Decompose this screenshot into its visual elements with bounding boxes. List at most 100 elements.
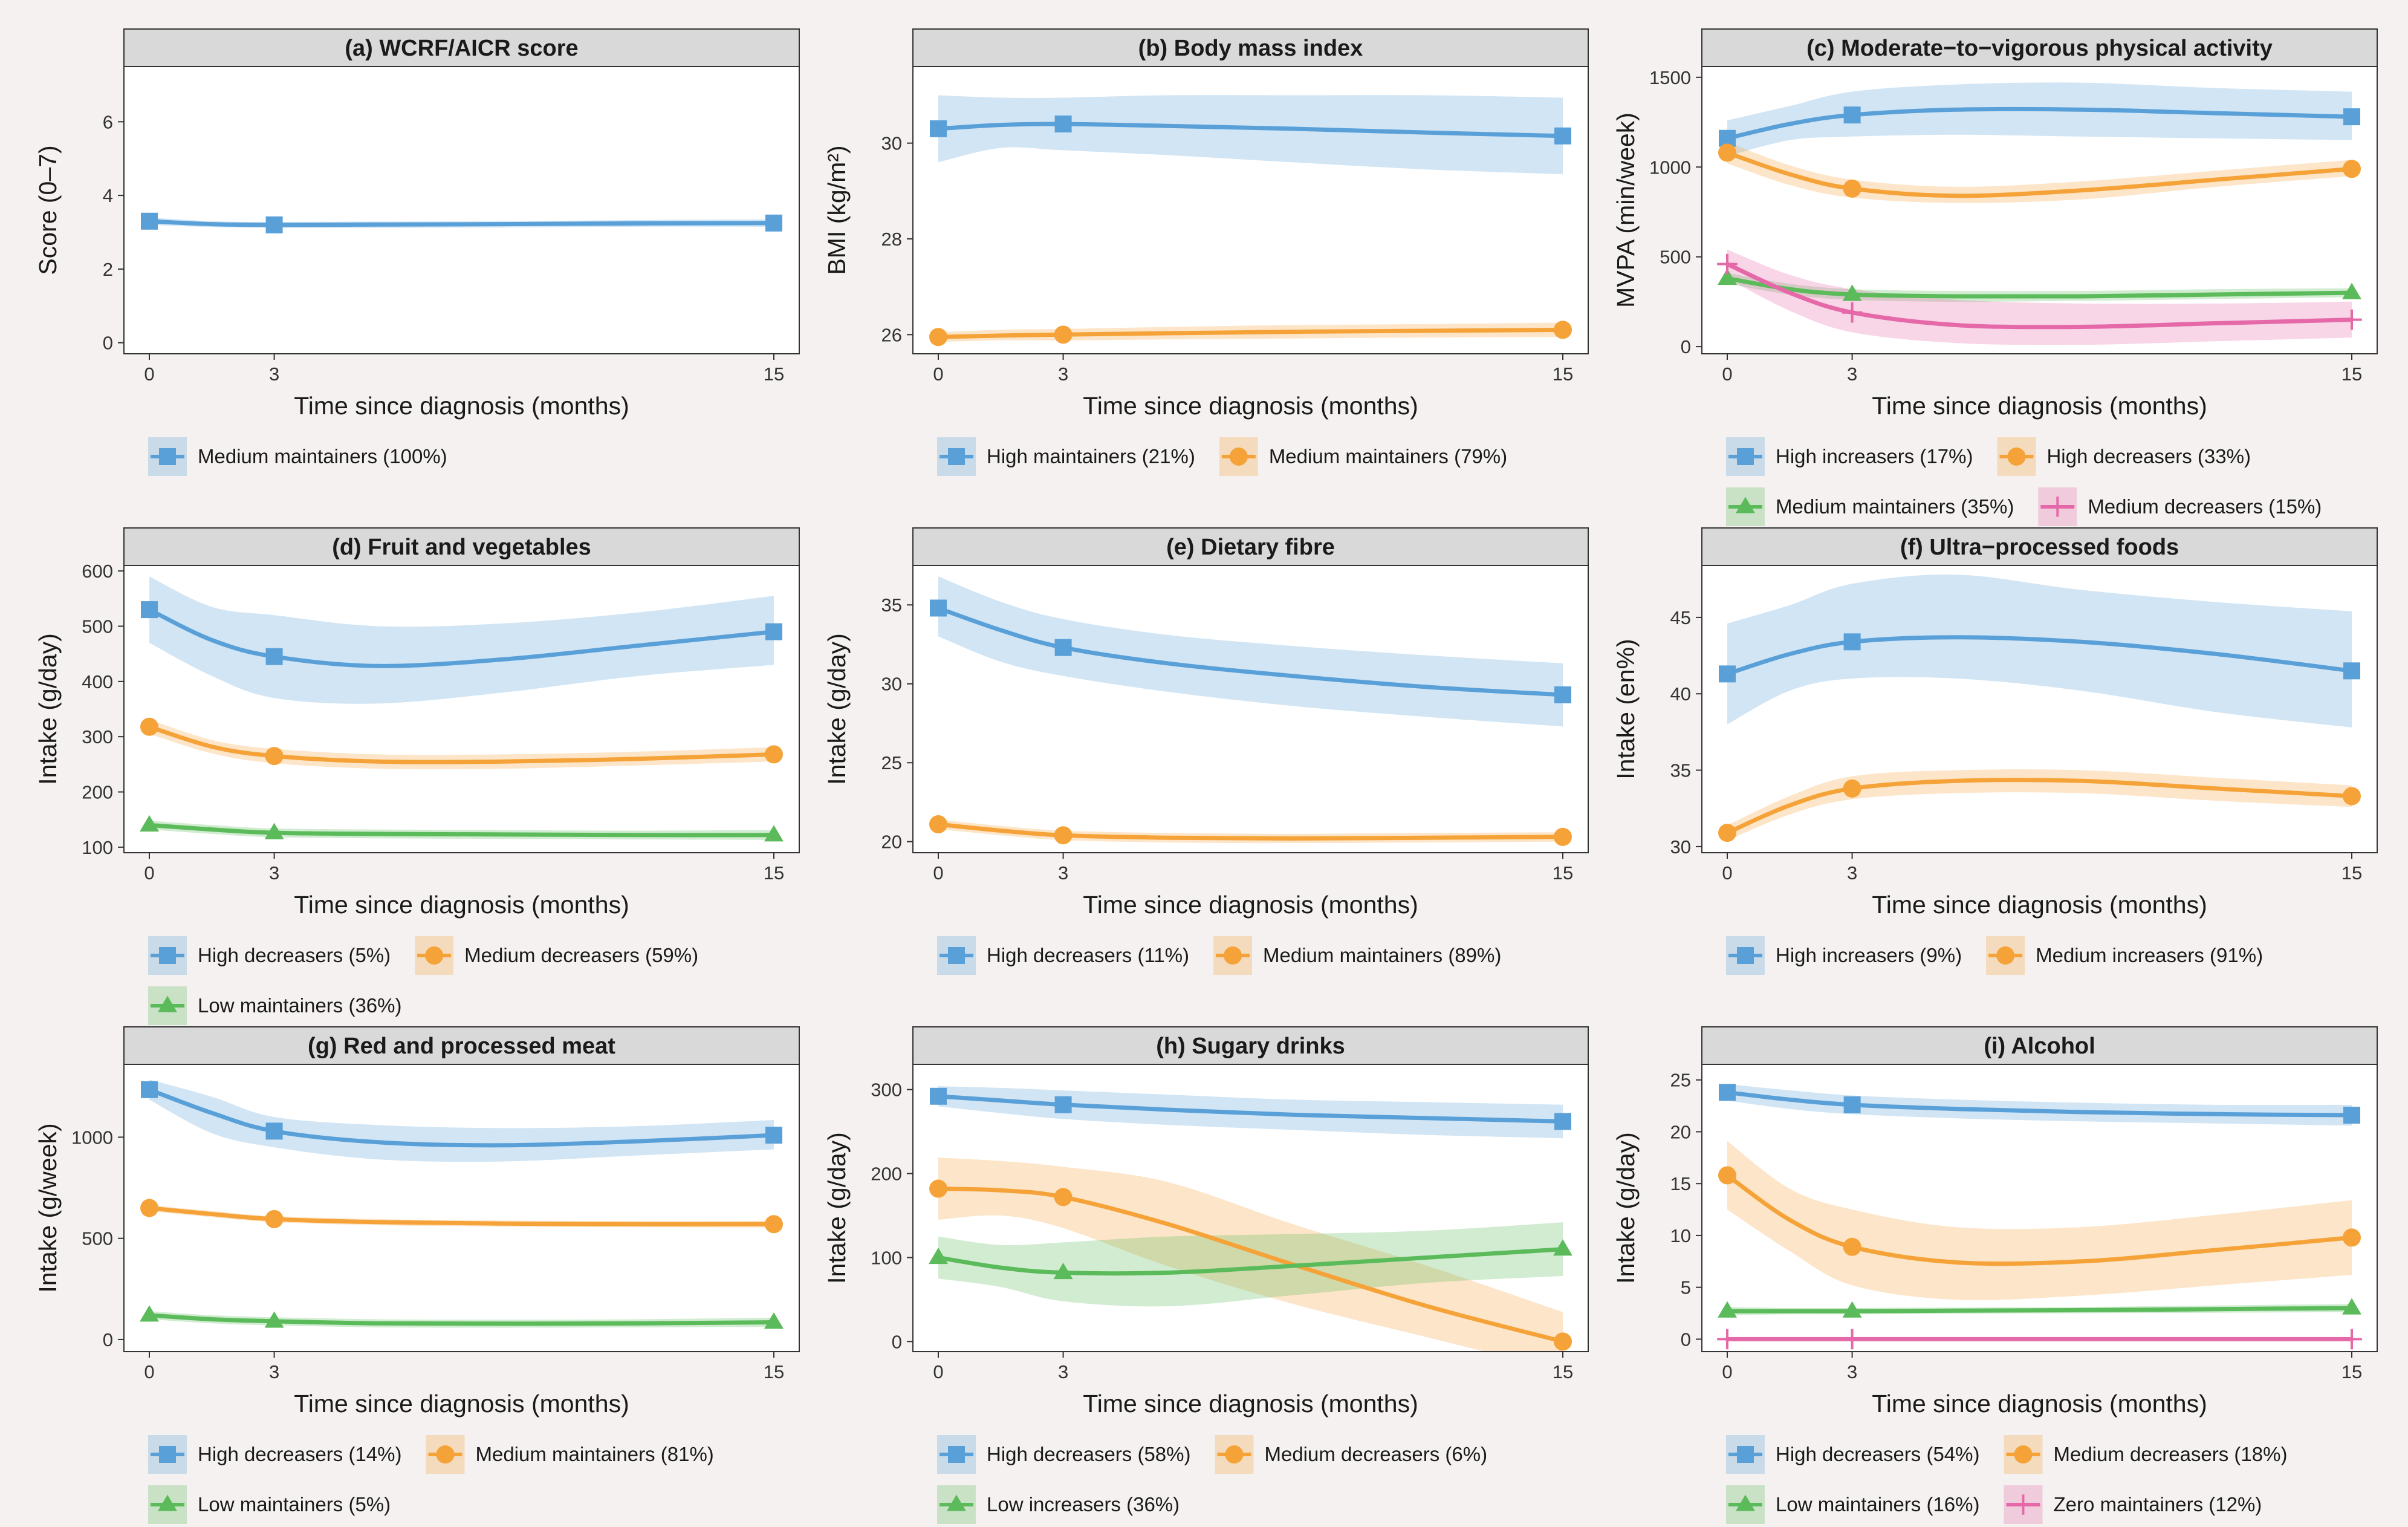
y-tick-label: 100 [82,837,113,858]
series-line [1725,1173,2354,1266]
panel-d: (d) Fruit and vegetables 100 200 300 400 500 6… [34,527,800,1025]
data-point [141,1081,158,1098]
panel-f: (f) Ultra−processed foods 30 35 40 45 0 3 15 Tim… [1612,527,2378,975]
series-line [936,327,1565,339]
y-tick-label: 200 [82,782,113,803]
data-point [765,1215,783,1234]
data-point [140,1305,159,1322]
confidence-band [1727,82,2352,157]
x-tick-label: 3 [269,862,279,884]
panel-b: (b) Body mass index 26 28 30 0 3 15 Time since … [823,28,1589,476]
data-point [764,1312,784,1329]
legend-label: High decreasers (14%) [198,1443,401,1465]
x-axis-title: Time since diagnosis (months) [294,891,629,919]
x-tick-label: 3 [269,1361,279,1382]
data-point [765,1127,782,1144]
x-tick-label: 3 [1847,1361,1857,1382]
legend-label: Zero maintainers (12%) [2053,1493,2262,1516]
x-tick-label: 15 [2341,862,2362,884]
x-axis-title: Time since diagnosis (months) [1083,1390,1418,1418]
data-point [1843,106,1861,124]
data-point [929,1179,947,1198]
y-axis-title: Intake (g/day) [823,1132,851,1284]
y-tick-label: 1000 [71,1127,113,1148]
y-axis-title: Intake (g/day) [34,633,62,785]
panel-strip [123,28,800,67]
x-tick-label: 0 [1722,1361,1732,1382]
y-tick-label: 0 [892,1331,902,1352]
data-point [1554,1113,1571,1130]
series-line [936,1247,1565,1276]
y-tick-label: 25 [1670,1070,1691,1091]
y-tick-label: 100 [871,1247,902,1268]
series-line [1725,778,2354,835]
legend-item: Medium maintainers (79%) [1219,437,1507,476]
y-tick-label: 500 [82,616,113,637]
data-point [1719,1084,1736,1101]
legend-item: High decreasers (33%) [1997,437,2251,476]
data-point [765,623,782,640]
legend-item: Low maintainers (5%) [148,1485,391,1524]
series-line [936,606,1565,697]
data-point [140,717,158,736]
legend-item: High decreasers (11%) [937,936,1189,975]
legend-marker [1736,497,1755,513]
legend-marker [948,947,965,964]
legend-label: Medium decreasers (6%) [1264,1443,1487,1465]
series-line [1725,276,2354,299]
data-point [265,747,284,766]
panel-e: (e) Dietary fibre 20 25 30 35 0 3 15 Time since … [823,527,1589,975]
y-axis-title: BMI (kg/m²) [823,145,851,275]
x-tick-label: 0 [933,363,943,385]
data-point [1842,1301,1862,1318]
x-axis-title: Time since diagnosis (months) [1083,392,1418,420]
legend-label: Medium maintainers (89%) [1263,944,1501,966]
y-tick-label: 30 [881,674,902,695]
series-layer [929,1086,1572,1351]
y-tick-label: 40 [1670,683,1691,705]
series-line [147,822,776,838]
legend-label: Low increasers (36%) [987,1493,1180,1516]
data-point [930,120,947,137]
data-point [141,212,158,230]
data-point [2343,160,2361,178]
y-tick-label: 0 [1681,336,1691,357]
data-point [1843,1096,1861,1113]
legend-label: Medium maintainers (79%) [1269,445,1507,467]
panel-i: (i) Alcohol 0 5 10 15 20 25 0 3 15 Time since diag… [1612,1026,2378,1524]
data-point [1843,633,1861,651]
confidence-band [1727,249,2352,345]
x-tick-label: 15 [764,862,784,884]
panel-title: (d) Fruit and vegetables [332,535,591,560]
legend-label: Low maintainers (5%) [198,1493,391,1516]
legend-marker [1737,448,1754,465]
legend-label: High decreasers (58%) [987,1443,1190,1465]
y-tick-label: 6 [103,111,113,132]
data-point [1554,321,1572,339]
series-line [936,822,1565,841]
legend-label: Low maintainers (36%) [198,994,401,1017]
data-point [1843,779,1861,798]
confidence-band [1727,574,2352,728]
legend-item: Medium maintainers (100%) [148,437,447,476]
panel-strip [1701,28,2378,67]
y-tick-label: 35 [1670,760,1691,781]
x-tick-label: 3 [1058,363,1068,385]
series-layer [929,576,1572,846]
legend-marker [1736,1494,1755,1511]
panel-strip [1701,527,2378,566]
legend-marker [159,947,176,964]
y-tick-label: 200 [871,1164,902,1185]
plot-area [912,565,1589,853]
data-point [1054,639,1072,656]
series-line [147,724,776,764]
data-point [2343,787,2361,806]
x-tick-label: 15 [2341,363,2362,385]
data-point [1554,827,1572,846]
legend-item: High decreasers (54%) [1726,1435,1979,1474]
legend-marker [1737,947,1754,964]
data-point [2341,1329,2362,1350]
legend-marker [948,1446,965,1463]
plot-area [912,66,1589,354]
